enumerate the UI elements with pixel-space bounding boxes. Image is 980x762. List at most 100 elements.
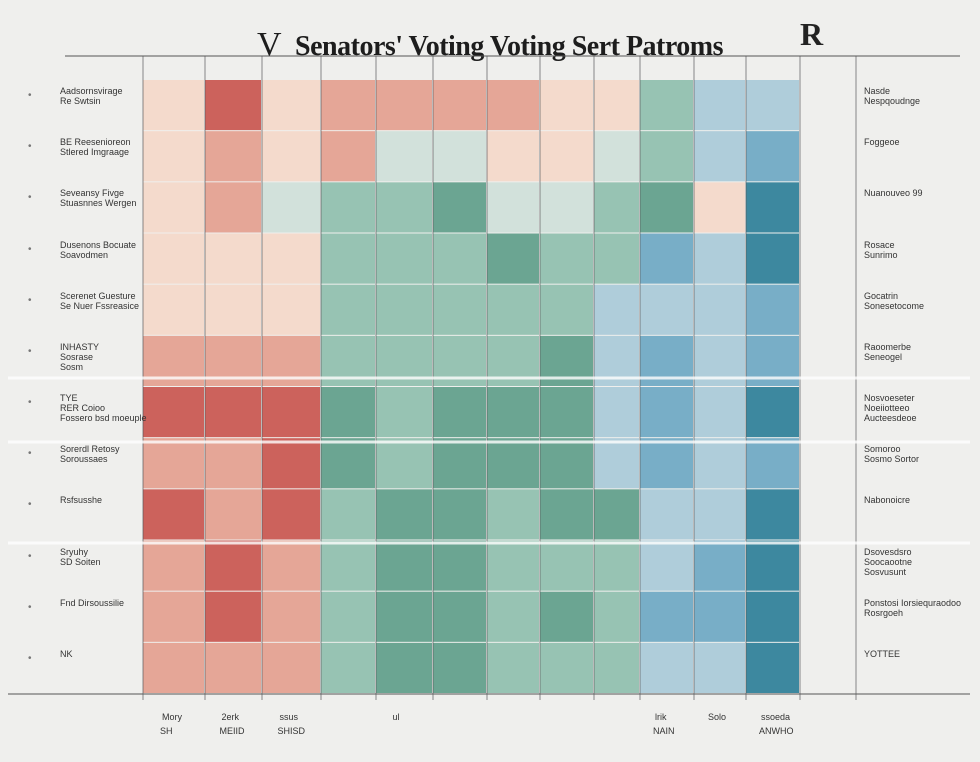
row-marker: • (28, 345, 32, 357)
heatmap-cell (694, 233, 745, 284)
row-label-right-line: Sosmo Sortor (864, 454, 920, 465)
heatmap-cell (376, 387, 432, 438)
column-label: ssus (279, 712, 299, 722)
heatmap-cell (262, 438, 320, 489)
heatmap-cell (640, 438, 693, 489)
row-label-left-line: INHASTY (60, 341, 100, 352)
row-label-right-line: Nespqoudnge (864, 96, 921, 106)
column-sublabel: SHISD (277, 726, 306, 736)
heatmap-cell (594, 80, 639, 131)
heatmap-cell (487, 642, 539, 693)
heatmap-cell (262, 284, 320, 335)
heatmap-cell (640, 182, 693, 233)
row-label-right: Nosvoeseter Noeiiotteeo Aucteesdeoe (864, 393, 917, 423)
column-label: lrik (655, 712, 667, 722)
row-label-right-line: Nasde (864, 86, 891, 96)
row-label-left-line: Fossero bsd moeuple (60, 413, 147, 423)
row-label-right: Ponstosi Iorsiequraodoo Rosrgoeh (864, 598, 961, 618)
row-label-right-line: Raoomerbe (864, 341, 912, 352)
heatmap-cell (594, 591, 639, 642)
heatmap-cell (540, 182, 593, 233)
heatmap-cell (205, 80, 261, 131)
row-label-right-line: Nuanouveo 99 (864, 188, 923, 199)
heatmap-cell (487, 438, 539, 489)
row-label-left-line: Aadsornsvirage (60, 86, 123, 96)
heatmap-cell (143, 284, 204, 335)
row-label-right-line: Rosrgoeh (864, 607, 904, 618)
heatmap-cell (321, 591, 375, 642)
row-label-left: Fnd Dirsoussilie (60, 598, 124, 608)
heatmap-cell (594, 131, 639, 182)
heatmap-cell (376, 131, 432, 182)
row-label-left-line: SD Soiten (60, 556, 101, 567)
heatmap-cell (143, 182, 204, 233)
row-label-left-line: Scerenet Guesture (60, 290, 136, 301)
row-label-left-line: Sryuhy (60, 546, 89, 557)
heatmap-cell (640, 80, 693, 131)
row-marker: • (28, 448, 32, 460)
heatmap-cell (594, 284, 639, 335)
logo-left: V (256, 26, 282, 63)
row-label-left: Sryuhy SD Soiten (60, 547, 101, 567)
heatmap-cell (376, 642, 432, 693)
heatmap-cell (262, 540, 320, 591)
heatmap-cell (540, 591, 593, 642)
column-label: Solo (708, 712, 727, 722)
row-label-left: Sorerdl Retosy Soroussaes (60, 444, 120, 464)
heatmap-cell (487, 182, 539, 233)
column-sublabel: ANWHO (759, 726, 794, 736)
heatmap-cell (540, 233, 593, 284)
heatmap-cell (433, 489, 486, 540)
row-label-right-line: Somoroo (864, 444, 901, 455)
heatmap-cell (540, 284, 593, 335)
heatmap-cell (143, 489, 204, 540)
row-label-right: Rosace Sunrimo (864, 240, 898, 260)
row-marker: • (28, 397, 32, 408)
row-label-right-line: Sosvusunt (864, 566, 907, 577)
heatmap-cell (594, 642, 639, 693)
heatmap-cell (143, 387, 204, 438)
column-sublabel: SH (160, 726, 173, 736)
heatmap-cell (694, 131, 745, 182)
heatmap-cell (746, 591, 799, 642)
heatmap-cell (694, 540, 745, 591)
heatmap-cell (262, 80, 320, 131)
row-label-right: Nabonoicre (864, 495, 910, 505)
heatmap-cell (540, 80, 593, 131)
row-label-right-line: Aucteesdeoe (864, 413, 917, 423)
heatmap-cell (143, 591, 204, 642)
heatmap-cell (487, 131, 539, 182)
row-label-left: Seveansy Fivge Stuasnnes Wergen (60, 188, 136, 208)
heatmap-cell (746, 233, 799, 284)
heatmap-cell (694, 489, 745, 540)
row-label-left-line: Seveansy Fivge (60, 188, 125, 199)
row-label-right: Dsovesdsro Soocaootne Sosvusunt (864, 547, 912, 577)
heatmap-cell (433, 591, 486, 642)
heatmap-cell (433, 233, 486, 284)
column-label: ul (392, 712, 400, 722)
heatmap-cell (694, 438, 745, 489)
row-marker: • (28, 652, 32, 664)
heatmap-cell (376, 80, 432, 131)
heatmap-cell (143, 131, 204, 182)
row-label-right-line: Dsovesdsro (864, 546, 912, 557)
heatmap-cell (433, 131, 486, 182)
heatmap-cell (694, 182, 745, 233)
row-marker: • (28, 294, 32, 306)
row-label-left-line: RER Coioo (60, 403, 106, 413)
column-sublabel: NAIN (653, 726, 675, 736)
heatmap-cell (746, 540, 799, 591)
heatmap-cell (487, 591, 539, 642)
row-label-left-line: Soavodmen (60, 249, 109, 260)
heatmap-cell (205, 438, 261, 489)
row-label-right-line: Seneogel (864, 351, 903, 362)
heatmap-cell (205, 540, 261, 591)
heatmap-cell (640, 387, 693, 438)
row-label-left: Aadsornsvirage Re Swtsin (60, 86, 123, 106)
heatmap-cell (540, 131, 593, 182)
heatmap-cell (694, 80, 745, 131)
row-marker: • (28, 243, 32, 255)
heatmap-cell (143, 642, 204, 693)
heatmap-cell (487, 387, 539, 438)
